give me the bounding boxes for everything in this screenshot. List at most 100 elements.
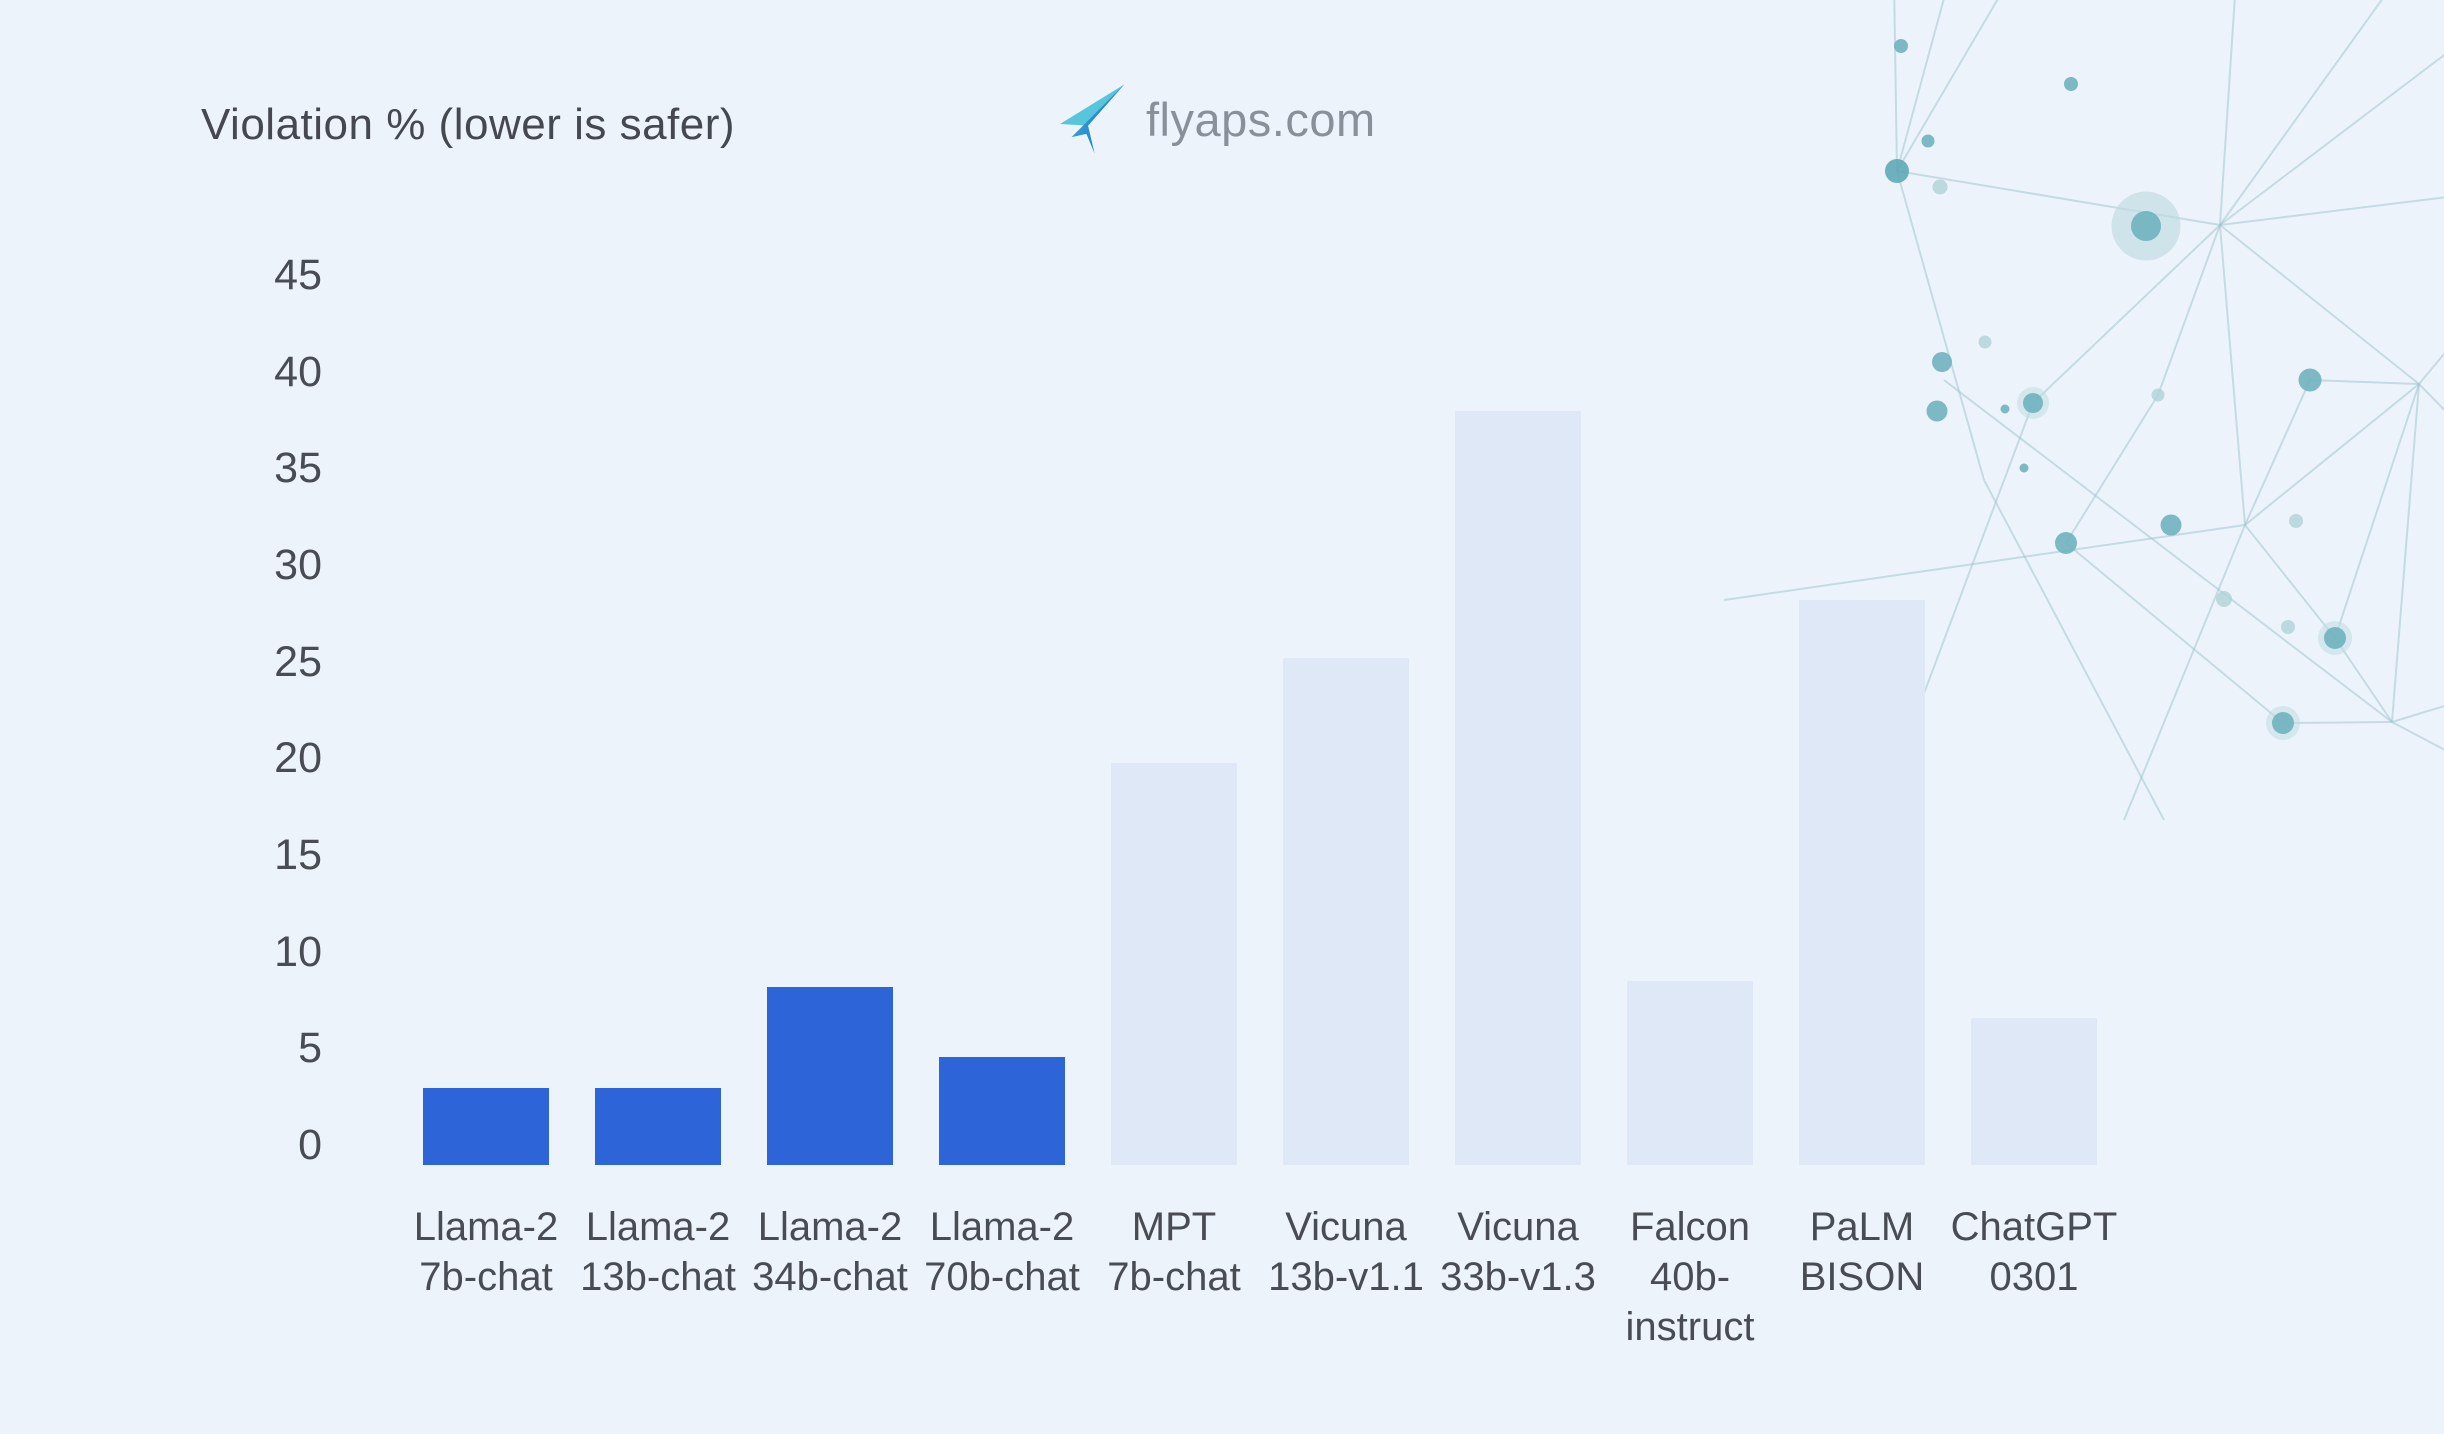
- x-axis-label-line: Vicuna: [1457, 1205, 1579, 1249]
- x-axis-label-line: BISON: [1799, 1255, 1925, 1299]
- network-line: [2065, 394, 2159, 544]
- x-axis-label-line: PaLM: [1809, 1205, 1915, 1249]
- x-axis-label-llama-2-70b-chat: Llama-2 70b-chat: [872, 1202, 1132, 1302]
- network-line: [2244, 383, 2420, 526]
- x-axis-label-line: 13b-v1.1: [1268, 1255, 1424, 1299]
- bar-llama-2-70b-chat: [939, 1057, 1065, 1165]
- network-node-icon: [2019, 463, 2029, 473]
- network-decoration: [1724, 0, 2444, 820]
- x-axis-label-vicuna-13b-v1-1: Vicuna 13b-v1.1: [1216, 1202, 1476, 1302]
- x-axis-label-llama-2-7b-chat: Llama-2 7b-chat: [356, 1202, 616, 1302]
- bar-vicuna-13b-v1-1: [1283, 658, 1409, 1165]
- network-line: [2032, 224, 2221, 404]
- x-axis-label-llama-2-34b-chat: Llama-2 34b-chat: [700, 1202, 960, 1302]
- x-axis-label-palm-bison: PaLM BISON: [1732, 1202, 1992, 1302]
- network-node-icon: [2000, 404, 2010, 414]
- network-line: [2418, 352, 2444, 385]
- y-tick-label-40: 40: [274, 347, 322, 396]
- network-node-icon: [2324, 627, 2346, 649]
- x-axis-label-line: Falcon: [1629, 1205, 1751, 1249]
- network-node-icon: [2151, 388, 2165, 402]
- x-axis-label-line: Llama-2: [413, 1205, 559, 1249]
- x-axis-label-line: ChatGPT: [1950, 1205, 2118, 1249]
- network-node-icon: [1885, 159, 1909, 183]
- network-line: [1896, 0, 1945, 172]
- bar-vicuna-33b-v1-3: [1455, 411, 1581, 1165]
- network-line: [2157, 224, 2221, 396]
- network-line: [1896, 0, 1999, 172]
- x-axis-label-line: 0301: [1989, 1255, 2079, 1299]
- y-tick-label-25: 25: [274, 637, 322, 686]
- network-node-icon: [2160, 514, 2182, 536]
- network-node-icon: [2272, 712, 2294, 734]
- bar-chatgpt-0301: [1971, 1018, 2097, 1165]
- network-line: [2219, 53, 2444, 226]
- network-node-icon: [2064, 77, 2078, 91]
- network-node-icon: [2289, 514, 2303, 528]
- network-line: [2219, 224, 2420, 385]
- bar-palm-bison: [1799, 600, 1925, 1165]
- x-axis-label-line: Llama-2: [757, 1205, 903, 1249]
- x-axis-label-mpt-7b-chat: MPT 7b-chat: [1044, 1202, 1304, 1302]
- x-axis-label-line: 34b-chat: [752, 1255, 908, 1299]
- bar-llama-2-7b-chat: [423, 1088, 549, 1165]
- x-axis-label-line: 70b-chat: [924, 1255, 1080, 1299]
- network-line: [1943, 379, 2393, 723]
- network-line: [2418, 383, 2444, 411]
- x-axis-label-falcon-40b-instruct: Falcon 40b-instruct: [1560, 1202, 1820, 1352]
- y-tick-label-5: 5: [298, 1024, 322, 1073]
- network-line: [2244, 524, 2336, 639]
- y-tick-label-0: 0: [298, 1121, 322, 1169]
- network-line: [1893, 0, 1898, 172]
- x-axis-label-line: 7b-chat: [419, 1255, 553, 1299]
- network-line: [2219, 224, 2246, 526]
- x-axis-label-line: Vicuna: [1285, 1205, 1407, 1249]
- y-tick-label-45: 45: [274, 251, 322, 299]
- bar-llama-2-13b-chat: [595, 1088, 721, 1165]
- network-node-icon: [2281, 620, 2295, 634]
- network-node-icon: [1978, 335, 1992, 349]
- x-axis-label-chatgpt-0301: ChatGPT 0301: [1904, 1202, 2164, 1302]
- x-axis-label-llama-2-13b-chat: Llama-2 13b-chat: [528, 1202, 788, 1302]
- network-line: [2123, 524, 2246, 820]
- y-tick-label-30: 30: [274, 541, 322, 589]
- network-line: [2244, 379, 2311, 526]
- brand-text: flyaps.com: [1146, 92, 1376, 146]
- y-tick-label-35: 35: [274, 444, 322, 493]
- network-node-icon: [2131, 211, 2161, 241]
- network-line: [2219, 0, 2383, 226]
- network-line: [1983, 479, 2165, 820]
- x-axis-label-line: 40b-: [1649, 1255, 1731, 1299]
- network-line: [2282, 721, 2393, 724]
- brand-logo: flyaps.com: [1060, 84, 1376, 154]
- x-axis-label-line: Llama-2: [929, 1205, 1075, 1249]
- network-line: [2391, 383, 2420, 723]
- network-node-icon: [2298, 368, 2322, 392]
- network-line: [2219, 196, 2444, 226]
- y-tick-label-15: 15: [274, 831, 322, 879]
- x-axis-label-line: Llama-2: [585, 1205, 731, 1249]
- network-line: [2219, 0, 2236, 226]
- x-axis-label-line: 7b-chat: [1107, 1255, 1241, 1299]
- network-node-icon: [2023, 393, 2043, 413]
- network-line: [2065, 542, 2284, 724]
- network-node-icon: [2216, 591, 2232, 607]
- network-node-icon: [1894, 39, 1908, 53]
- network-line: [2334, 383, 2420, 639]
- network-node-icon: [1932, 352, 1952, 372]
- x-axis-label-line: 33b-v1.3: [1440, 1255, 1596, 1299]
- network-line: [1896, 170, 1985, 481]
- x-axis-label-line: MPT: [1131, 1205, 1217, 1249]
- bar-falcon-40b-instruct: [1627, 981, 1753, 1165]
- x-axis-label-line: 13b-chat: [580, 1255, 736, 1299]
- x-axis-label-line: instruct: [1625, 1305, 1755, 1349]
- y-tick-label-10: 10: [274, 927, 322, 976]
- paper-plane-wing: [1060, 84, 1125, 126]
- bar-llama-2-34b-chat: [767, 987, 893, 1165]
- y-tick-label-20: 20: [274, 734, 322, 783]
- x-axis-label-vicuna-33b-v1-3: Vicuna 33b-v1.3: [1388, 1202, 1648, 1302]
- network-line: [2309, 379, 2420, 385]
- chart-title: Violation % (lower is safer): [201, 100, 736, 149]
- network-node-icon: [1926, 400, 1948, 422]
